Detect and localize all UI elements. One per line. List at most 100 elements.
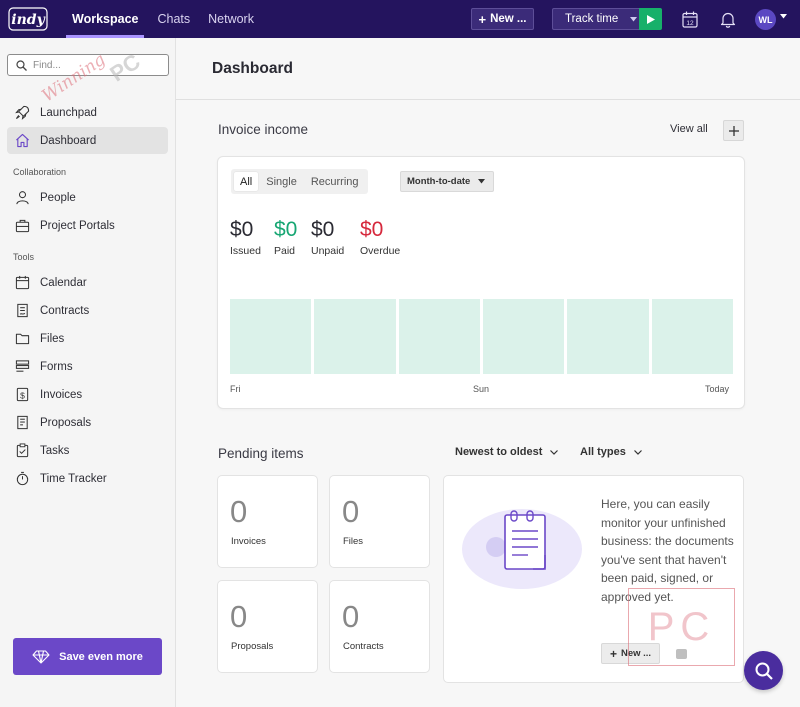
sidebar-item-launchpad[interactable]: Launchpad (7, 99, 168, 126)
notifications-button[interactable] (719, 10, 737, 28)
plus-icon: + (478, 11, 487, 27)
home-icon (16, 133, 29, 148)
new-button[interactable]: + New ... (471, 8, 534, 30)
person-icon (16, 191, 29, 205)
new-item-label: New ... (620, 648, 652, 659)
account-chevron-down-icon[interactable] (780, 14, 787, 19)
proposal-icon (17, 415, 28, 430)
sidebar-item-files[interactable]: Files (7, 325, 168, 352)
pending-files-card[interactable]: 0 Files (329, 475, 430, 568)
stat-unpaid: $0 Unpaid (311, 217, 344, 257)
pending-contracts-card[interactable]: 0 Contracts (329, 580, 430, 673)
start-timer-button[interactable] (639, 8, 662, 30)
type-filter-label: All types (580, 446, 626, 458)
pending-proposals-card[interactable]: 0 Proposals (217, 580, 318, 673)
invoice-income-card: All Single Recurring Month-to-date $0 Is… (217, 156, 745, 409)
pending-info-text: Here, you can easily monitor your unfini… (601, 497, 734, 604)
bell-icon (720, 12, 736, 28)
income-chart (230, 299, 733, 374)
view-all-link[interactable]: View all (670, 123, 708, 135)
chart-column (482, 299, 565, 374)
indy-logo[interactable]: indy (0, 0, 56, 38)
avatar[interactable]: WL (755, 9, 776, 30)
pending-invoices-card[interactable]: 0 Invoices (217, 475, 318, 568)
pending-label: Contracts (343, 641, 384, 652)
calendar-icon (15, 275, 30, 290)
section-tools: Tools (13, 252, 35, 262)
pending-label: Invoices (231, 536, 266, 547)
segment-single[interactable]: Single (266, 175, 297, 188)
segment-all[interactable]: All (234, 172, 259, 191)
calendar-button[interactable]: 12 (681, 10, 699, 28)
stat-issued: $0 Issued (230, 217, 261, 257)
new-button-label: New ... (490, 13, 527, 25)
section-collaboration: Collaboration (13, 167, 67, 177)
track-time-button[interactable]: Track time (552, 8, 639, 30)
stat-overdue: $0 Overdue (360, 217, 400, 257)
sidebar-item-tasks[interactable]: Tasks (7, 437, 168, 464)
track-time-group: Track time (552, 8, 662, 30)
logo-icon: indy (8, 7, 48, 31)
pending-items-title: Pending items (218, 446, 304, 461)
stat-value: $0 (230, 218, 254, 241)
plus-icon: + (609, 646, 617, 661)
sidebar-item-forms[interactable]: Forms (7, 353, 168, 380)
search-icon (755, 662, 773, 680)
sidebar-item-dashboard[interactable]: Dashboard (7, 127, 168, 154)
search-field[interactable] (7, 54, 169, 76)
sidebar: Launchpad Dashboard Collaboration People… (0, 38, 176, 707)
page-header: Dashboard (176, 38, 800, 100)
plus-icon (728, 125, 739, 136)
search-icon (16, 59, 27, 71)
documents-illustration (462, 509, 582, 589)
pending-label: Files (343, 536, 364, 547)
chart-column (314, 299, 396, 374)
chart-column (651, 299, 733, 374)
nav-workspace[interactable]: Workspace (62, 0, 148, 38)
sidebar-item-label: Contracts (40, 304, 90, 317)
search-input[interactable] (33, 59, 153, 71)
stat-label: Overdue (360, 245, 401, 257)
play-icon (646, 14, 655, 24)
add-invoice-button[interactable] (723, 120, 744, 141)
sidebar-item-time-tracker[interactable]: Time Tracker (7, 465, 168, 492)
sort-dropdown[interactable]: Newest to oldest (455, 446, 559, 458)
sidebar-item-people[interactable]: People (7, 184, 168, 211)
sidebar-item-invoices[interactable]: $ Invoices (7, 381, 168, 408)
new-item-button[interactable]: + New ... (601, 643, 660, 664)
sidebar-item-project-portals[interactable]: Project Portals (7, 212, 168, 239)
folder-icon (15, 333, 30, 345)
type-filter-dropdown[interactable]: All types (580, 446, 642, 458)
nav-chats[interactable]: Chats (157, 12, 191, 26)
page-title: Dashboard (212, 60, 293, 77)
more-options-button[interactable] (676, 649, 687, 659)
top-nav: Workspace Chats Network (62, 0, 263, 38)
stat-value: $0 (311, 218, 335, 241)
sidebar-item-label: Launchpad (40, 106, 97, 119)
sidebar-item-calendar[interactable]: Calendar (7, 269, 168, 296)
chevron-down-icon (630, 16, 638, 21)
stat-value: $0 (360, 218, 384, 241)
chart-x-label: Sun (473, 384, 490, 394)
sidebar-item-proposals[interactable]: Proposals (7, 409, 168, 436)
sidebar-item-label: Dashboard (40, 134, 97, 147)
chart-x-label: Fri (230, 384, 241, 394)
sidebar-item-label: Calendar (40, 276, 87, 289)
date-range-label: Month-to-date (407, 176, 471, 187)
chevron-down-icon (633, 449, 642, 455)
segment-recurring[interactable]: Recurring (310, 175, 359, 188)
sidebar-item-label: Time Tracker (40, 472, 107, 485)
date-range-dropdown[interactable]: Month-to-date (400, 171, 494, 192)
sidebar-item-label: Project Portals (40, 219, 115, 232)
sidebar-item-contracts[interactable]: Contracts (7, 297, 168, 324)
svg-text:12: 12 (686, 20, 694, 27)
sort-label: Newest to oldest (455, 446, 543, 458)
contract-icon (17, 303, 28, 318)
nav-network[interactable]: Network (208, 12, 254, 26)
save-even-more-button[interactable]: Save even more (13, 638, 162, 675)
help-chat-button[interactable] (744, 651, 783, 690)
chart-column (567, 299, 649, 374)
pending-count: 0 (342, 494, 360, 529)
stat-label: Unpaid (311, 245, 345, 257)
forms-icon (15, 360, 30, 372)
